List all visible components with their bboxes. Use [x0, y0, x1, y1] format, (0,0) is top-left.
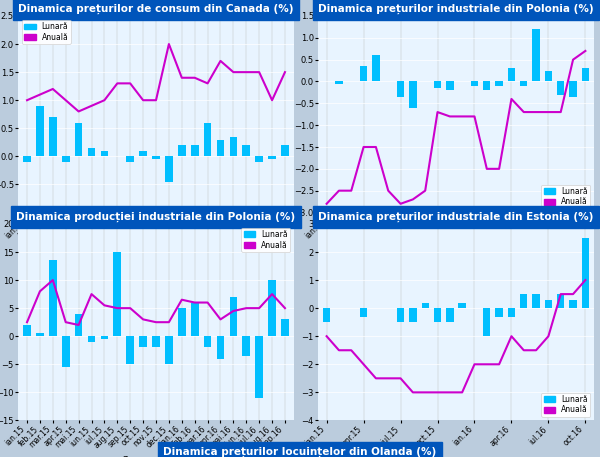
- Bar: [268, 280, 276, 336]
- Bar: [62, 336, 70, 367]
- Bar: [36, 334, 44, 336]
- Bar: [139, 336, 147, 347]
- Bar: [483, 81, 491, 90]
- Title: Dinamica prețurilor locuințelor din Olanda (%): Dinamica prețurilor locuințelor din Olan…: [163, 447, 437, 457]
- Bar: [545, 70, 552, 81]
- Bar: [281, 145, 289, 156]
- Bar: [242, 336, 250, 356]
- Bar: [520, 81, 527, 86]
- Title: Dinamica producției industriale din Polonia (%): Dinamica producției industriale din Polo…: [16, 212, 296, 222]
- Bar: [165, 156, 173, 181]
- Bar: [101, 151, 108, 156]
- Bar: [204, 122, 211, 156]
- Bar: [49, 117, 56, 156]
- Bar: [178, 308, 185, 336]
- Bar: [281, 319, 289, 336]
- Bar: [152, 336, 160, 347]
- Bar: [217, 336, 224, 359]
- Bar: [496, 308, 503, 317]
- Bar: [204, 336, 211, 347]
- Bar: [101, 336, 108, 339]
- Bar: [496, 81, 503, 86]
- Bar: [127, 156, 134, 162]
- Bar: [569, 81, 577, 97]
- Bar: [256, 336, 263, 398]
- Bar: [256, 156, 263, 162]
- Bar: [36, 106, 44, 156]
- Bar: [23, 156, 31, 162]
- Bar: [165, 336, 173, 364]
- Bar: [127, 336, 134, 364]
- Bar: [191, 145, 199, 156]
- Bar: [323, 308, 331, 322]
- Bar: [360, 308, 367, 317]
- Bar: [532, 294, 540, 308]
- Bar: [483, 308, 491, 336]
- Legend: Lunară, Anuală: Lunară, Anuală: [541, 393, 590, 417]
- Bar: [335, 81, 343, 84]
- Bar: [372, 55, 380, 81]
- Bar: [242, 145, 250, 156]
- Bar: [217, 139, 224, 156]
- Bar: [230, 297, 237, 336]
- Bar: [508, 69, 515, 81]
- Bar: [88, 148, 95, 156]
- Bar: [360, 66, 367, 81]
- Legend: Lunară, Anuală: Lunară, Anuală: [22, 20, 71, 44]
- Bar: [421, 303, 429, 308]
- Bar: [268, 156, 276, 159]
- Bar: [409, 81, 416, 108]
- Bar: [23, 325, 31, 336]
- Bar: [139, 151, 147, 156]
- Bar: [581, 238, 589, 308]
- Bar: [557, 294, 565, 308]
- Bar: [446, 81, 454, 90]
- Bar: [409, 308, 416, 322]
- Bar: [581, 69, 589, 81]
- Bar: [434, 308, 441, 322]
- Bar: [152, 156, 160, 159]
- Bar: [230, 137, 237, 156]
- Title: Dinamica prețurilor industriale din Estonia (%): Dinamica prețurilor industriale din Esto…: [319, 212, 593, 222]
- Bar: [178, 145, 185, 156]
- Bar: [62, 156, 70, 162]
- Bar: [446, 308, 454, 322]
- Legend: Lunară, Anuală: Lunară, Anuală: [241, 228, 290, 252]
- Title: Dinamica prețurilor de consum din Canada (%): Dinamica prețurilor de consum din Canada…: [18, 4, 294, 14]
- Bar: [434, 81, 441, 88]
- Bar: [191, 303, 199, 336]
- Bar: [569, 300, 577, 308]
- Bar: [520, 294, 527, 308]
- Title: Dinamica prețurilor industriale din Polonia (%): Dinamica prețurilor industriale din Polo…: [318, 4, 594, 14]
- Bar: [49, 260, 56, 336]
- Bar: [545, 300, 552, 308]
- Bar: [532, 29, 540, 81]
- Bar: [397, 308, 404, 322]
- Bar: [75, 122, 82, 156]
- Bar: [75, 314, 82, 336]
- Bar: [458, 303, 466, 308]
- Legend: Lunară, Anuală: Lunară, Anuală: [541, 185, 590, 209]
- Bar: [88, 336, 95, 342]
- Bar: [397, 81, 404, 97]
- Bar: [557, 81, 565, 95]
- Bar: [508, 308, 515, 317]
- Bar: [471, 81, 478, 86]
- Bar: [113, 252, 121, 336]
